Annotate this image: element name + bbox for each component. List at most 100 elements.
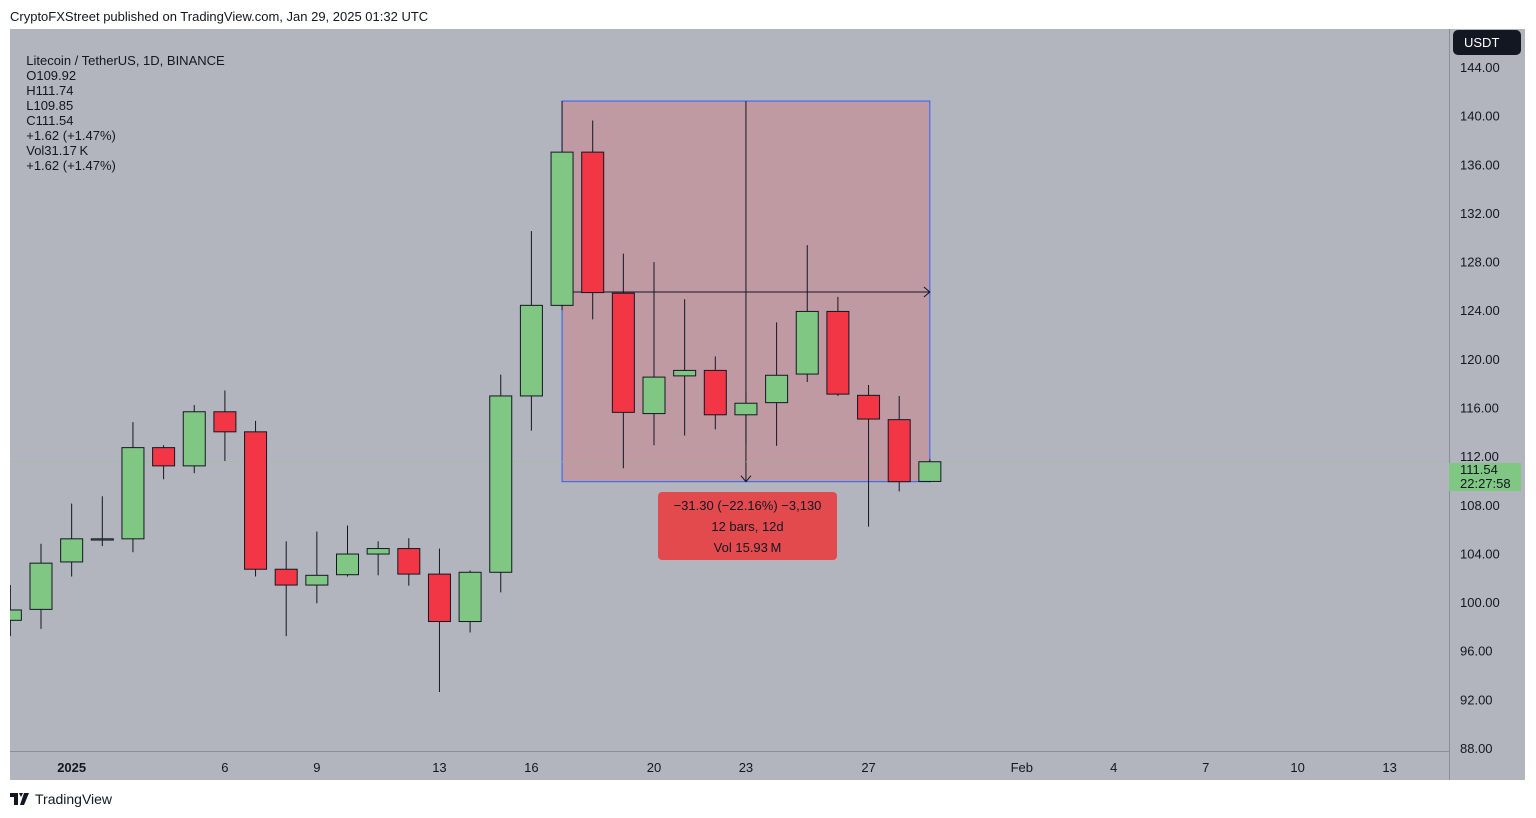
- symbol-legend[interactable]: Litecoin / TetherUS, 1D, BINANCE O109.92…: [19, 38, 232, 173]
- legend-volume: Vol31.17 K: [26, 143, 89, 158]
- last-price-value: 111.54: [1460, 462, 1498, 477]
- candles: [10, 101, 942, 693]
- candle-up: [305, 531, 329, 604]
- candle-down: [703, 356, 727, 430]
- tradingview-logo-icon: [10, 793, 29, 805]
- candle-body: [10, 609, 22, 621]
- candle-body: [489, 395, 513, 573]
- price-tick-label: 124.00: [1460, 303, 1500, 318]
- candle-body: [244, 431, 268, 570]
- candle-up: [765, 322, 789, 446]
- candle-body: [29, 562, 53, 610]
- candle-body: [673, 369, 697, 377]
- candle-body: [274, 568, 298, 586]
- legend-low: L109.85: [26, 98, 74, 113]
- candle-up: [182, 405, 206, 474]
- candle-body: [90, 538, 114, 541]
- candle-down: [274, 541, 298, 637]
- time-tick-label: 13: [1382, 760, 1396, 775]
- candle-body: [795, 310, 819, 375]
- price-tick-label: 100.00: [1460, 595, 1500, 610]
- price-tick-label: 116.00: [1460, 401, 1499, 416]
- candle-up: [918, 459, 942, 483]
- arrow-right-icon: [923, 286, 931, 298]
- candle-body: [887, 419, 911, 483]
- price-tick-label: 128.00: [1460, 255, 1500, 270]
- price-tick-label: 120.00: [1460, 352, 1500, 367]
- candle-up: [673, 299, 697, 436]
- candle-down: [397, 538, 421, 586]
- candle-down: [244, 420, 268, 577]
- candle-body: [305, 574, 329, 586]
- price-axis[interactable]: 144.00 140.00 136.00 132.00 128.00 124.00 120.…: [1460, 60, 1500, 756]
- candle-body: [458, 571, 482, 623]
- last-price-label: 111.54 22:27:58: [1449, 463, 1521, 491]
- candle-body: [427, 573, 451, 623]
- measurement-bars: 12 bars, 12d: [711, 519, 784, 534]
- candle-up: [366, 541, 390, 576]
- arrow-down-icon: [740, 475, 752, 483]
- candle-body: [765, 374, 789, 404]
- price-tick-label: 96.00: [1460, 644, 1493, 659]
- time-tick-label: Feb: [1011, 760, 1033, 775]
- time-tick-label: 27: [861, 760, 875, 775]
- candle-up: [734, 392, 758, 444]
- candle-up: [642, 262, 666, 446]
- tradingview-logo-text: TradingView: [35, 791, 113, 807]
- candle-body: [336, 553, 359, 576]
- candle-body: [703, 369, 727, 416]
- price-tick-label: 88.00: [1460, 741, 1493, 756]
- candle-body: [182, 411, 206, 467]
- candle-body: [366, 548, 390, 555]
- candle-body: [734, 402, 758, 416]
- candle-up: [519, 231, 543, 431]
- candle-down: [611, 253, 635, 469]
- candle-down: [427, 548, 451, 693]
- candle-up: [795, 245, 819, 382]
- tradingview-logo[interactable]: TradingView: [10, 791, 112, 807]
- measurement-label: −31.30 (−22.16%) −3,130 12 bars, 12d Vol…: [658, 492, 837, 560]
- candle-body: [918, 461, 942, 482]
- measurement-change: −31.30 (−22.16%) −3,130: [673, 498, 822, 513]
- candle-down: [826, 296, 850, 396]
- candle-body: [857, 394, 881, 420]
- price-tick-label: 92.00: [1460, 692, 1493, 707]
- legend-symbol[interactable]: Litecoin / TetherUS, 1D, BINANCE: [26, 53, 225, 68]
- candle-body: [611, 292, 635, 413]
- candle-body: [397, 548, 421, 575]
- candle-down: [581, 120, 605, 320]
- time-tick-label: 6: [221, 760, 228, 775]
- time-tick-label: 9: [313, 760, 320, 775]
- time-tick-label: 2025: [57, 760, 86, 775]
- candle-up: [121, 422, 145, 553]
- legend-volume-change: +1.62 (+1.47%): [26, 158, 116, 173]
- candle-body: [550, 151, 574, 306]
- candle-body: [213, 411, 237, 433]
- time-tick-label: 7: [1202, 760, 1209, 775]
- candle-body: [152, 447, 176, 467]
- time-tick-label: 4: [1110, 760, 1117, 775]
- candle-body: [519, 304, 543, 397]
- candle-body: [60, 538, 84, 563]
- currency-button[interactable]: USDT: [1453, 30, 1521, 55]
- candle-down: [887, 395, 911, 492]
- candle-up: [60, 503, 84, 577]
- time-axis[interactable]: 2025 6 9 13 16 20 23 27 Feb 4 7 10 13: [57, 760, 1397, 775]
- time-tick-label: 23: [739, 760, 753, 775]
- candle-up: [336, 525, 359, 577]
- candle-up: [10, 585, 22, 637]
- candle-up: [550, 101, 574, 311]
- legend-close: C111.54: [26, 113, 74, 128]
- candle-body: [121, 447, 145, 540]
- price-tick-label: 136.00: [1460, 157, 1500, 172]
- candle-body: [826, 310, 850, 395]
- price-tick-label: 108.00: [1460, 498, 1500, 513]
- legend-change: +1.62 (+1.47%): [26, 128, 116, 143]
- candle-down: [857, 385, 881, 527]
- candle-up: [489, 374, 513, 593]
- candle-body: [642, 376, 666, 415]
- candle-up: [458, 570, 482, 633]
- time-tick-label: 10: [1290, 760, 1304, 775]
- candle-body: [581, 151, 605, 294]
